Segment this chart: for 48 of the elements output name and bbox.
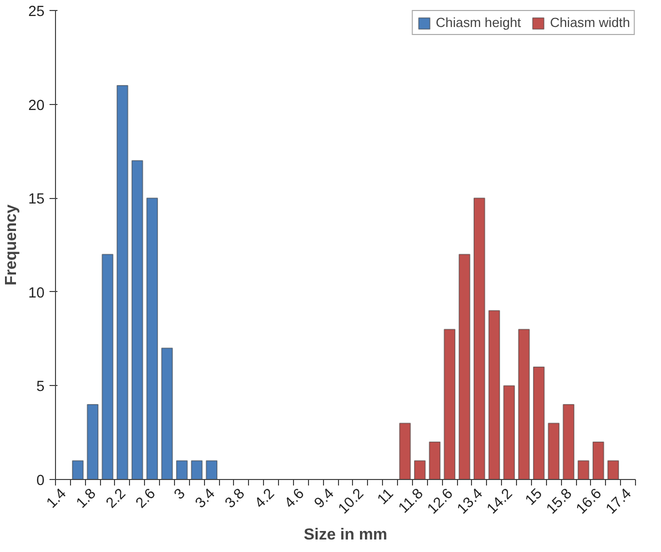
legend-label: Chiasm height (436, 15, 521, 30)
x-tick-label: 4.2 (252, 486, 278, 512)
bar (102, 254, 114, 480)
bar (414, 460, 426, 480)
bar (399, 422, 411, 480)
bar (428, 441, 441, 480)
bar (72, 460, 84, 480)
y-tick-label: 25 (28, 4, 45, 20)
bar (473, 198, 486, 480)
x-tick-label: 15 (522, 486, 546, 509)
x-tick-label: 3 (172, 486, 189, 503)
bar (532, 366, 545, 480)
x-tick-label: 2.6 (133, 486, 159, 512)
x-tick-label: 3.8 (222, 486, 248, 512)
x-tick-label: 3.4 (192, 486, 218, 512)
bar (190, 460, 203, 480)
x-tick-label: 1.8 (74, 486, 100, 512)
bar (488, 310, 500, 480)
bar (86, 404, 99, 480)
bar (548, 422, 560, 480)
bar (444, 328, 456, 480)
x-axis-title: Size in mm (304, 526, 388, 544)
x-tick-label: 11 (374, 486, 397, 508)
x-tick-label: 1.4 (44, 486, 70, 512)
bar (607, 460, 620, 480)
bar (592, 441, 604, 480)
y-tick-label: 5 (36, 379, 45, 396)
y-tick-label: 10 (28, 285, 45, 302)
legend-label: Chiasm width (550, 15, 630, 30)
x-tick-label: 4.6 (282, 486, 308, 512)
bar (176, 460, 188, 480)
y-tick-label: 15 (28, 192, 45, 208)
bar (161, 348, 173, 480)
bar (458, 254, 470, 480)
x-tick-label: 2.2 (103, 486, 130, 512)
bar (146, 198, 158, 480)
bar (518, 328, 530, 480)
y-axis-title: Frequency (3, 204, 20, 286)
y-tick-label: 20 (28, 98, 45, 114)
x-tick-label: 11.8 (396, 486, 427, 517)
bar (503, 385, 515, 480)
bar (131, 160, 144, 480)
y-tick-label: 0 (36, 473, 45, 489)
bar (206, 460, 218, 480)
x-tick-label: 9.4 (312, 486, 338, 512)
bar (578, 460, 590, 480)
bar (116, 85, 128, 480)
bar (562, 404, 574, 480)
